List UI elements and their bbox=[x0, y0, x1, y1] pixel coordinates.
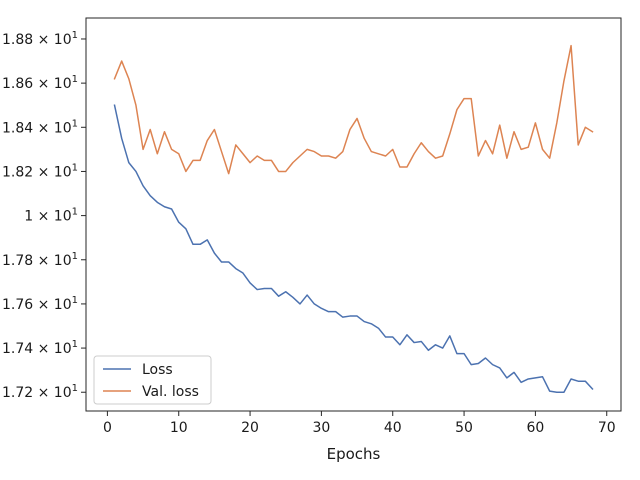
legend-box bbox=[93, 355, 212, 405]
y-tick-label: 1.86 × 101 bbox=[2, 74, 78, 92]
legend-label: Val. loss bbox=[142, 384, 199, 400]
axes-frame bbox=[85, 17, 622, 412]
x-axis-title: Epochs bbox=[327, 445, 381, 463]
series-line-val-loss bbox=[113, 44, 594, 175]
y-tick-label: 1.76 × 101 bbox=[2, 295, 78, 313]
axes: 0 10 20 30 40 50 60 70 1.72 × 101 1.74 × 101 1.76 … bbox=[2, 17, 622, 463]
x-tick-label: 10 bbox=[170, 420, 188, 436]
legend-label: Loss bbox=[142, 362, 173, 378]
x-tick-label: 30 bbox=[312, 420, 330, 436]
x-tick-label: 60 bbox=[526, 420, 544, 436]
y-tick-label: 1.78 × 101 bbox=[2, 251, 78, 269]
x-tick-label: 50 bbox=[455, 420, 473, 436]
x-tick-label: 0 bbox=[103, 420, 112, 436]
y-tick-label: 1 × 101 bbox=[24, 207, 78, 225]
x-tick-label: 70 bbox=[598, 420, 616, 436]
y-tick-label: 1.88 × 101 bbox=[2, 30, 78, 48]
x-tick-label: 20 bbox=[241, 420, 259, 436]
series-line-loss bbox=[113, 104, 594, 393]
plot-area bbox=[113, 44, 594, 393]
y-tick-label: 1.74 × 101 bbox=[2, 339, 78, 357]
x-tick-label: 40 bbox=[384, 420, 402, 436]
y-tick-label: 1.72 × 101 bbox=[2, 383, 78, 401]
y-tick-label: 1.82 × 101 bbox=[2, 162, 78, 180]
y-tick-label: 1.84 × 101 bbox=[2, 118, 78, 136]
legend: Loss Val. loss bbox=[93, 355, 212, 405]
